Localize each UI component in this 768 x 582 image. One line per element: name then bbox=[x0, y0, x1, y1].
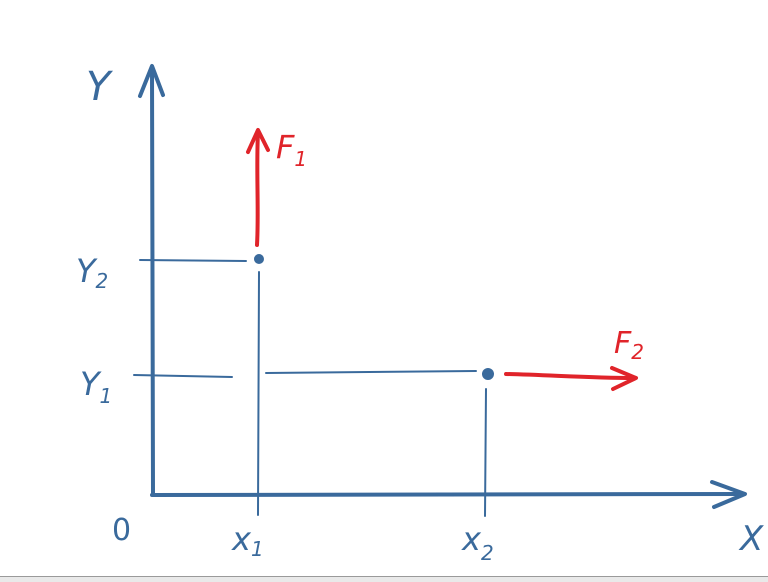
x2-guide-line bbox=[484, 388, 487, 517]
y-axis bbox=[150, 66, 155, 497]
bottom-border bbox=[0, 576, 768, 582]
force-1-label: F1 bbox=[276, 128, 307, 171]
x1-label: x1 bbox=[231, 520, 264, 561]
x1-guide-line bbox=[257, 271, 260, 516]
y1-guide-line-right bbox=[265, 370, 477, 374]
point-1 bbox=[254, 254, 264, 264]
y2-label: Y2 bbox=[76, 252, 108, 293]
x-axis bbox=[150, 492, 745, 497]
point-2 bbox=[482, 368, 494, 380]
force-2-arrowhead bbox=[610, 366, 638, 391]
x2-label: x2 bbox=[461, 520, 494, 565]
y2-guide-line bbox=[139, 259, 247, 262]
y-axis-label: Y bbox=[86, 64, 114, 110]
x-axis-arrowhead bbox=[710, 480, 747, 509]
force-1-arrow bbox=[255, 130, 260, 247]
y1-label: Y1 bbox=[80, 365, 112, 408]
y-axis-arrowhead bbox=[138, 64, 165, 98]
y1-guide-line-left bbox=[133, 374, 233, 378]
x-axis-label: X bbox=[738, 519, 764, 559]
origin-label: 0 bbox=[112, 513, 131, 548]
force-1-arrowhead bbox=[246, 128, 270, 154]
force-2-arrow bbox=[504, 372, 636, 380]
force-2-label: F2 bbox=[614, 326, 644, 364]
